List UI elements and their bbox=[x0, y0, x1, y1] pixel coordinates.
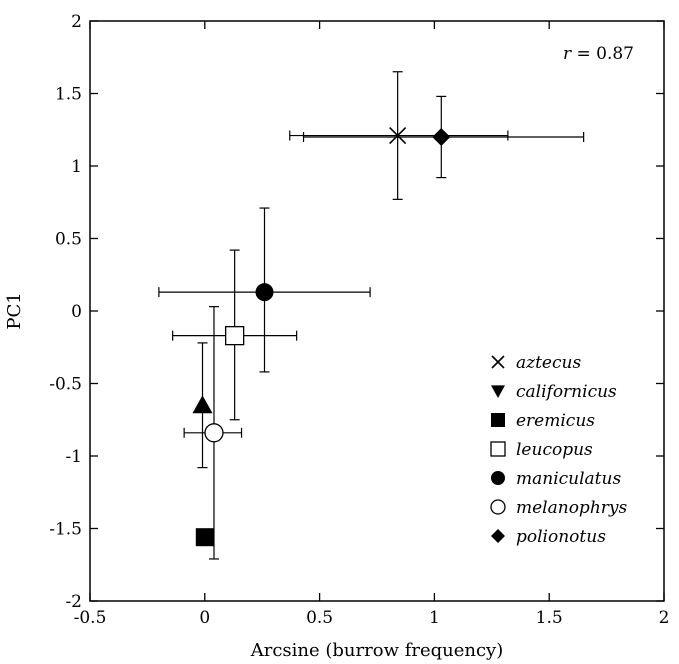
data-point-stroke bbox=[389, 126, 407, 145]
x-tick-label: -0.5 bbox=[74, 608, 107, 628]
correlation-value: = 0.87 bbox=[571, 44, 634, 64]
series-melanophrys bbox=[183, 306, 243, 560]
data-point bbox=[255, 283, 274, 302]
y-tick-label: 2 bbox=[71, 12, 82, 32]
series-californicus bbox=[192, 342, 213, 469]
series-leucopus bbox=[172, 249, 298, 421]
legend-marker bbox=[491, 385, 505, 398]
legend-label: aztecus bbox=[516, 353, 581, 373]
legend-item-californicus: californicus bbox=[491, 382, 617, 402]
data-point bbox=[432, 128, 451, 146]
x-tick-label: 0.5 bbox=[306, 608, 333, 628]
legend-item-melanophrys: melanophrys bbox=[490, 498, 627, 518]
x-tick-label: 2 bbox=[659, 608, 670, 628]
y-tick-label: 0 bbox=[71, 302, 82, 322]
y-tick-label: 0.5 bbox=[55, 230, 82, 250]
legend-marker bbox=[491, 529, 505, 543]
legend-marker bbox=[491, 413, 505, 427]
legend-marker bbox=[491, 471, 505, 485]
y-tick-label: 1 bbox=[71, 157, 82, 177]
legend-label: californicus bbox=[516, 382, 617, 402]
legend-label: leucopus bbox=[516, 440, 593, 460]
legend: aztecus californicus eremicus leucopus manic… bbox=[490, 353, 627, 547]
x-tick-label: 1 bbox=[429, 608, 440, 628]
legend-item-eremicus: eremicus bbox=[491, 411, 595, 431]
data-point bbox=[224, 325, 245, 346]
legend-item-maniculatus: maniculatus bbox=[491, 469, 621, 489]
y-tick-label: 1.5 bbox=[55, 85, 82, 105]
correlation-annotation: r = 0.87 bbox=[563, 44, 634, 64]
data-point bbox=[204, 423, 224, 443]
x-tick-label: 1.5 bbox=[536, 608, 563, 628]
series-eremicus bbox=[195, 528, 214, 547]
legend-marker bbox=[490, 499, 506, 515]
y-tick-label: -1 bbox=[65, 447, 82, 467]
y-tick-label: -0.5 bbox=[49, 375, 82, 395]
legend-item-polionotus: polionotus bbox=[491, 527, 606, 547]
plot-area: -0.5 0 0.5 1 1.5 2 -2 -1.5 -1 -0.5 0 0.5 1 1.5 2 aztecu… bbox=[49, 12, 669, 628]
legend-label: melanophrys bbox=[516, 498, 627, 518]
y-axis-label: PC1 bbox=[4, 292, 25, 329]
x-tick-label: 0 bbox=[199, 608, 210, 628]
legend-item-aztecus: aztecus bbox=[491, 353, 581, 373]
series-maniculatus bbox=[158, 207, 371, 373]
legend-item-leucopus: leucopus bbox=[490, 440, 593, 460]
data-point bbox=[195, 528, 214, 547]
legend-label: polionotus bbox=[516, 527, 606, 547]
legend-marker bbox=[490, 441, 506, 457]
x-axis-label: Arcsine (burrow frequency) bbox=[250, 640, 504, 661]
data-point bbox=[389, 126, 407, 145]
y-tick-label: -1.5 bbox=[49, 520, 82, 540]
legend-label: maniculatus bbox=[516, 469, 621, 489]
legend-marker-stroke bbox=[491, 355, 505, 369]
legend-label: eremicus bbox=[516, 411, 595, 431]
legend-marker bbox=[491, 355, 505, 369]
data-point bbox=[192, 395, 213, 414]
y-tick-label: -2 bbox=[65, 592, 82, 612]
correlation-variable: r bbox=[563, 44, 572, 64]
series-polionotus bbox=[302, 95, 585, 179]
series-aztecus bbox=[289, 71, 509, 200]
